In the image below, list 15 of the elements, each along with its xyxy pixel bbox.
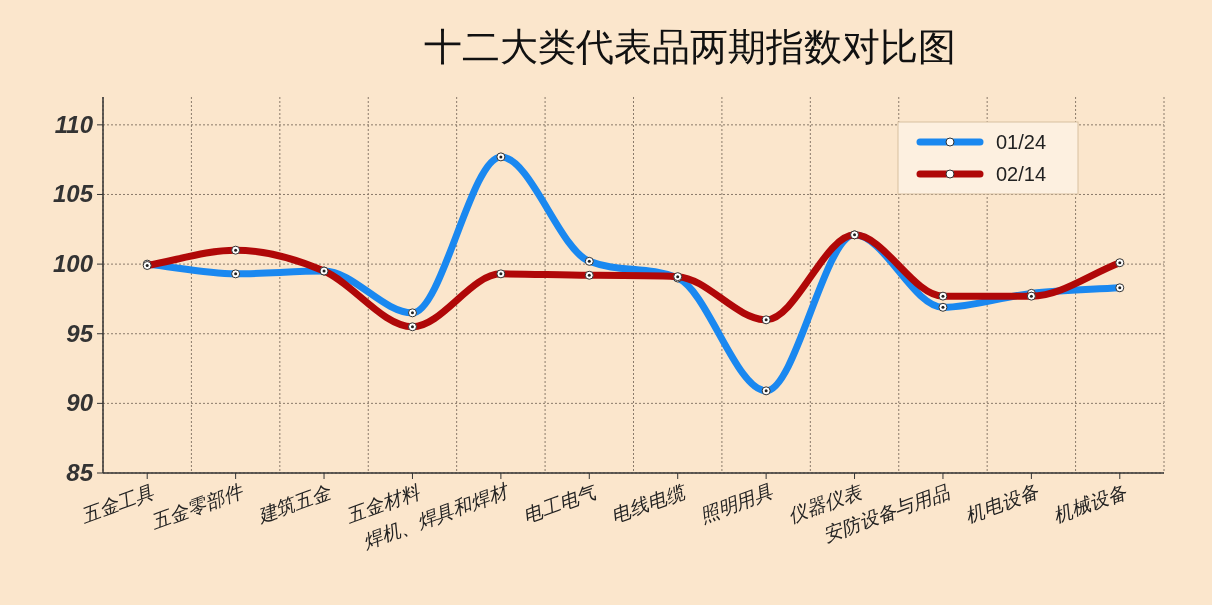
- x-tick-label: 建筑五金: [253, 480, 336, 528]
- y-tick-label: 110: [54, 110, 94, 138]
- legend-label: 02/14: [996, 163, 1047, 185]
- legend-label: 01/24: [996, 131, 1047, 153]
- y-tick-label: 90: [66, 389, 94, 417]
- x-tick-label: 机电设备: [962, 480, 1042, 527]
- x-tick-label: 电线电缆: [608, 480, 690, 527]
- y-tick-label: 85: [66, 459, 94, 486]
- y-tick-label: 100: [52, 250, 94, 278]
- y-tick-label: 105: [52, 180, 94, 208]
- x-tick-label: 照明用具: [696, 480, 777, 527]
- x-tick-label: 机械设备: [1050, 480, 1131, 527]
- x-tick-label: 电工电气: [520, 480, 601, 527]
- y-tick-label: 95: [66, 319, 94, 347]
- chart-title: 十二大类代表品两期指数对比图: [424, 26, 956, 68]
